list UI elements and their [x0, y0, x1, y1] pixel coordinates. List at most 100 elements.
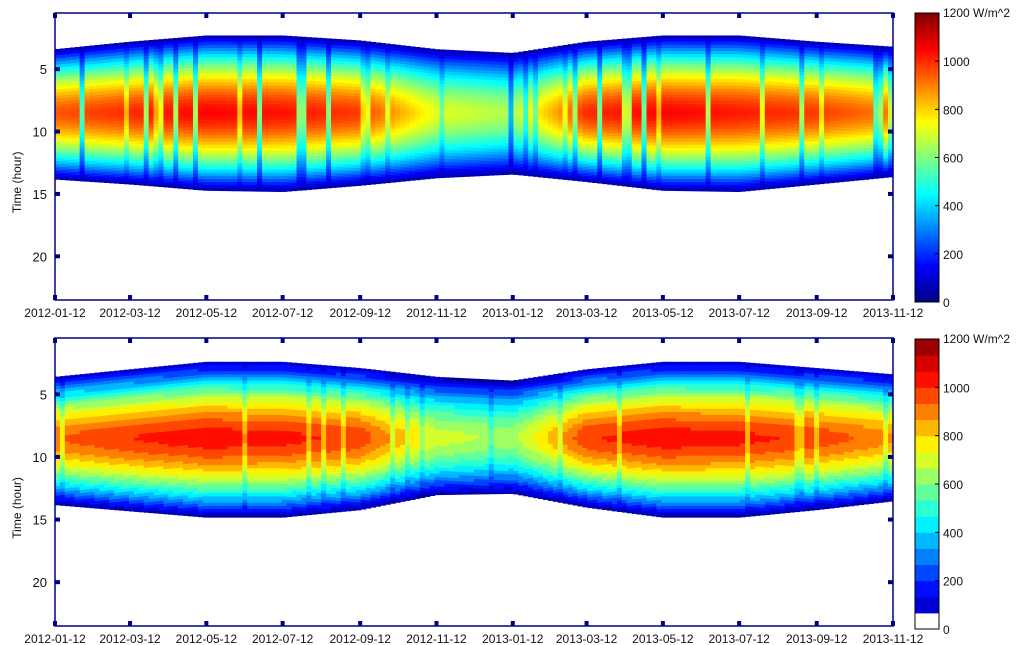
heatmap-cell: [449, 134, 455, 138]
heatmap-cell: [439, 118, 446, 122]
heatmap-cell: [454, 174, 460, 178]
heatmap-cell: [207, 169, 214, 174]
heatmap-cell: [222, 138, 229, 143]
heatmap-cell: [266, 104, 273, 108]
heatmap-cell: [365, 131, 372, 136]
heatmap-cell: [533, 143, 539, 147]
heatmap-cell: [55, 111, 61, 116]
heatmap-cell: [168, 178, 174, 183]
heatmap-cell: [124, 70, 130, 74]
heatmap-cell: [242, 91, 248, 96]
heatmap-cell: [197, 138, 204, 143]
heatmap-cell: [400, 88, 406, 93]
heatmap-cell: [59, 64, 66, 68]
heatmap-cell: [508, 93, 515, 98]
heatmap-cell: [449, 156, 455, 160]
heatmap-cell: [153, 176, 160, 181]
heatmap-cell: [301, 64, 307, 69]
heatmap-cell: [212, 185, 219, 189]
heatmap-cell: [55, 136, 61, 141]
heatmap-cell: [321, 44, 327, 49]
heatmap-cell: [370, 107, 377, 112]
heatmap-cell: [69, 175, 76, 180]
heatmap-cell: [464, 94, 470, 99]
heatmap-cell: [538, 48, 544, 53]
heatmap-cell: [69, 56, 76, 61]
heatmap-cell: [99, 181, 105, 183]
heatmap-cell: [252, 38, 258, 43]
heatmap-cell: [404, 145, 411, 150]
heatmap-cell: [158, 132, 165, 137]
heatmap-cell: [247, 72, 253, 77]
heatmap-cell: [592, 84, 598, 89]
heatmap-cell: [262, 104, 268, 108]
heatmap-cell: [577, 61, 584, 66]
heatmap-cell: [538, 101, 544, 106]
heatmap-cell: [409, 140, 416, 144]
heatmap-cell: [331, 91, 337, 96]
heatmap-cell: [99, 103, 105, 108]
heatmap-cell: [503, 118, 510, 122]
heatmap-cell: [119, 151, 125, 156]
heatmap-cell: [69, 156, 76, 161]
heatmap-cell: [562, 101, 569, 105]
heatmap-cell: [79, 149, 86, 154]
heatmap-cell: [439, 49, 446, 54]
heatmap-cell: [237, 182, 243, 186]
heatmap-cell: [124, 129, 130, 134]
heatmap-cell: [143, 149, 150, 154]
heatmap-cell: [257, 44, 263, 49]
heatmap-cell: [503, 55, 510, 60]
heatmap-cell: [424, 154, 431, 158]
heatmap-cell: [498, 120, 505, 125]
heatmap-cell: [385, 71, 391, 76]
heatmap-cell: [414, 159, 421, 164]
heatmap-cell: [390, 156, 396, 161]
heatmap-cell: [197, 107, 204, 112]
heatmap-cell: [543, 97, 549, 102]
heatmap-cell: [503, 146, 510, 150]
heatmap-cell: [562, 169, 569, 174]
heatmap-cell: [360, 90, 367, 95]
heatmap-cell: [429, 79, 436, 84]
heatmap-cell: [291, 154, 298, 159]
heatmap-cell: [434, 77, 441, 82]
heatmap-cell: [533, 152, 539, 157]
heatmap-cell: [222, 163, 229, 168]
heatmap-cell: [281, 144, 288, 149]
heatmap-cell: [296, 95, 303, 100]
heatmap-cell: [202, 175, 209, 180]
heatmap-cell: [355, 52, 362, 57]
heatmap-cell: [153, 52, 160, 56]
heatmap-cell: [311, 68, 317, 73]
heatmap-cell: [375, 86, 381, 90]
heatmap-cell: [128, 163, 135, 167]
heatmap-cell: [513, 127, 519, 132]
heatmap-cell: [326, 47, 332, 52]
heatmap-cell: [99, 88, 105, 92]
heatmap-cell: [271, 175, 278, 180]
heatmap-cell: [296, 145, 303, 150]
heatmap-cell: [128, 54, 135, 58]
heatmap-cell: [538, 154, 544, 159]
heatmap-cell: [528, 137, 534, 142]
heatmap-cell: [202, 48, 209, 52]
heatmap-cell: [478, 73, 485, 77]
heatmap-cell: [207, 51, 214, 55]
heatmap-cell: [109, 102, 115, 107]
heatmap-cell: [55, 55, 61, 59]
heatmap-cell: [178, 81, 184, 85]
heatmap-cell: [266, 97, 273, 102]
heatmap-cell: [99, 141, 105, 145]
heatmap-cell: [266, 38, 273, 43]
heatmap-cell: [478, 166, 485, 171]
heatmap-cell: [469, 135, 475, 139]
heatmap-cell: [449, 59, 455, 64]
heatmap-cell: [306, 130, 312, 135]
heatmap-cell: [173, 153, 179, 158]
heatmap-cell: [158, 42, 165, 47]
heatmap-cell: [276, 76, 283, 80]
heatmap-cell: [409, 155, 416, 160]
heatmap-cell: [474, 82, 480, 87]
heatmap-cell: [508, 162, 515, 166]
